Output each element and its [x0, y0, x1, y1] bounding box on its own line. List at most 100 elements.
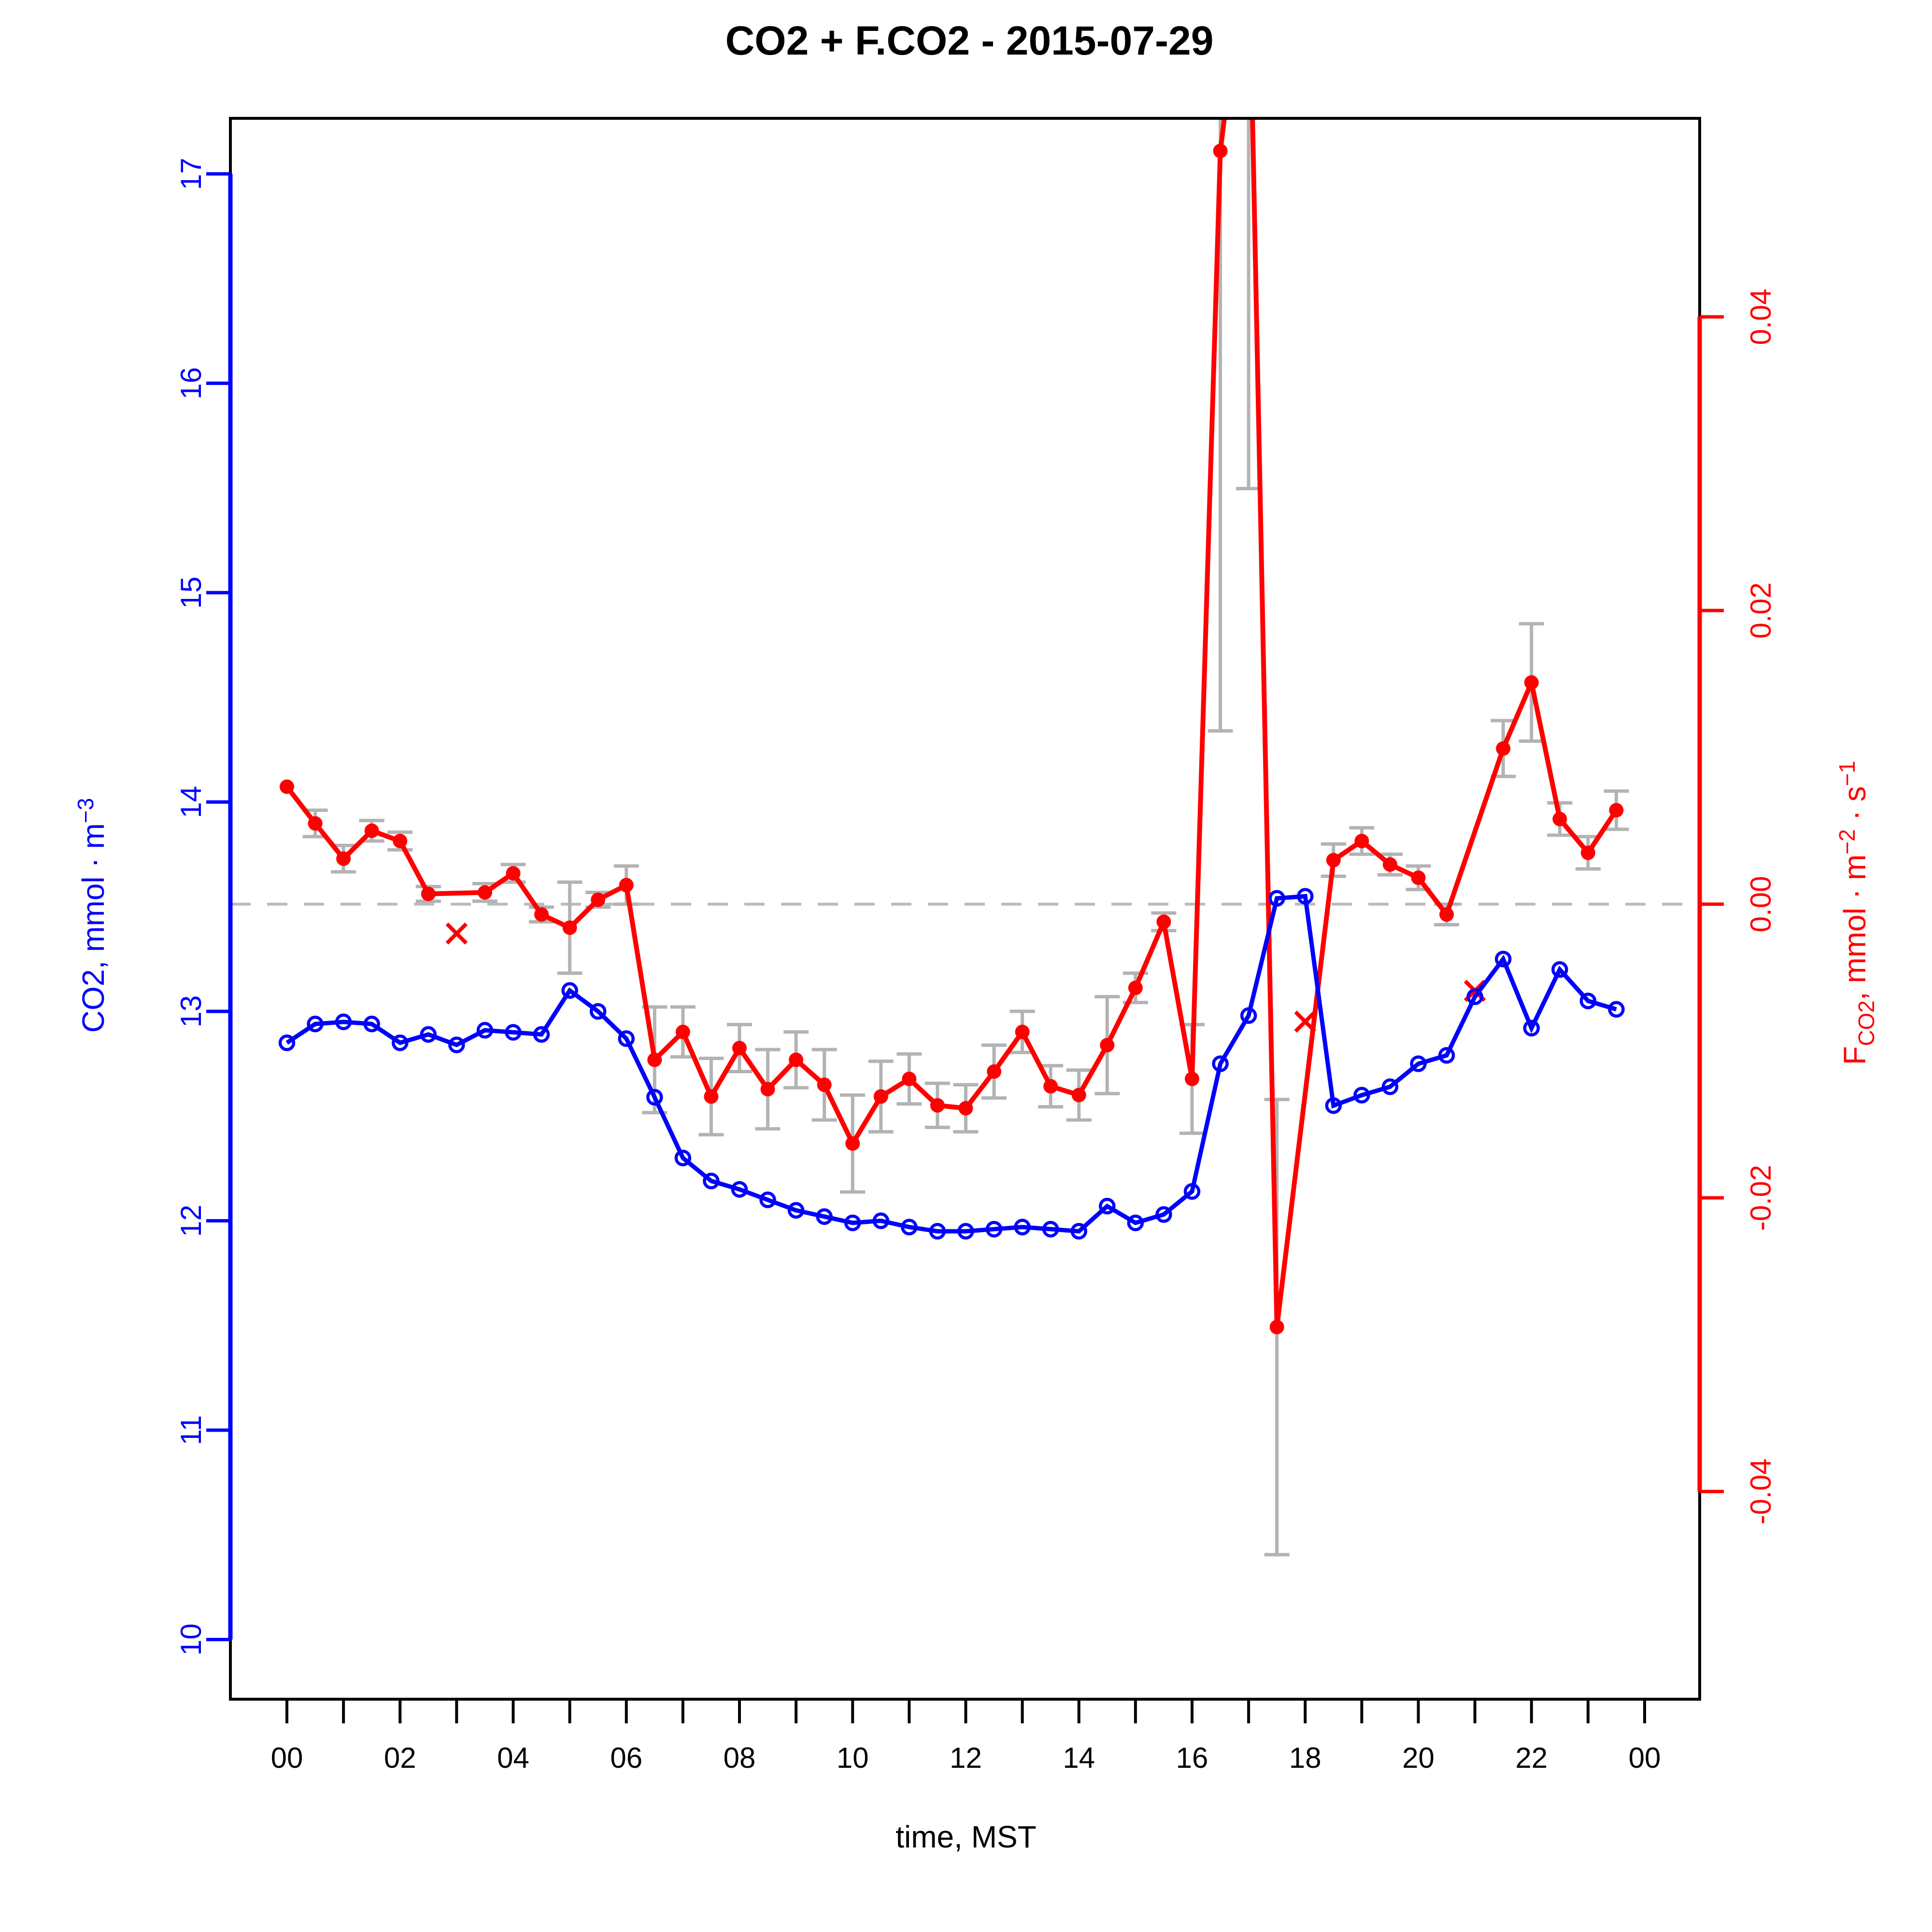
co2-point	[1551, 961, 1568, 978]
flux-point	[308, 816, 323, 831]
flux-point	[336, 851, 351, 866]
flux-point	[1100, 1037, 1115, 1052]
flux-point	[845, 1136, 860, 1151]
y-left-tick-label: 13	[175, 995, 207, 1028]
co2-point	[674, 1150, 692, 1166]
y-right-tick-label: -0.04	[1745, 1459, 1777, 1525]
x-tick-label: 16	[1176, 1742, 1208, 1774]
co2-point	[1155, 1206, 1172, 1223]
x-tick-label: 18	[1289, 1742, 1321, 1774]
flux-point	[1439, 907, 1454, 922]
co2-point	[335, 1013, 352, 1030]
flux-point	[1269, 1320, 1284, 1335]
co2-point	[1410, 1055, 1427, 1072]
flux-series-points	[280, 143, 1624, 1335]
co2-point	[1127, 1214, 1144, 1232]
co2-point	[1438, 1047, 1455, 1064]
y-right-axis-label: FCO2, mmol · m−2 · s−1	[1834, 761, 1879, 1065]
co2-point	[1466, 988, 1483, 1005]
co2-point	[759, 1191, 776, 1208]
co2-point	[561, 982, 578, 999]
flux-point	[732, 1040, 747, 1055]
x-tick-label: 06	[610, 1742, 642, 1774]
co2-point	[1014, 1219, 1031, 1236]
co2-point	[1579, 993, 1597, 1009]
x-tick-label: 12	[950, 1742, 982, 1774]
co2-series-line	[285, 894, 1617, 1234]
y-left-tick-label: 14	[175, 786, 207, 818]
co2-point	[1212, 1055, 1229, 1072]
flux-series-line	[285, 118, 1619, 1328]
co2-point	[392, 1034, 409, 1051]
co2-point	[1042, 1221, 1059, 1238]
co2-point	[844, 1214, 861, 1232]
co2-point	[1268, 890, 1285, 907]
co2-point	[307, 1015, 324, 1033]
flux-point	[704, 1089, 719, 1104]
co2-point	[901, 1219, 918, 1236]
y-left-tick-label: 15	[175, 577, 207, 609]
co2-point	[278, 1034, 296, 1051]
co2-point	[1183, 1183, 1201, 1200]
flux-point	[1552, 811, 1567, 826]
flux-point	[562, 920, 577, 935]
flux-point	[393, 834, 408, 849]
x-tick-label: 10	[837, 1742, 869, 1774]
flux-point	[506, 866, 521, 881]
co2-point	[731, 1181, 748, 1198]
y-right-tick-label: 0.02	[1745, 582, 1777, 639]
flux-point	[421, 886, 436, 901]
flux-point	[760, 1082, 775, 1097]
x-tick-label: 08	[724, 1742, 756, 1774]
co2-point	[787, 1202, 805, 1219]
flux-point	[958, 1101, 973, 1116]
flux-point	[1524, 675, 1539, 690]
co2-point	[703, 1172, 720, 1190]
flux-point	[789, 1052, 804, 1067]
x-tick-label: 20	[1402, 1742, 1435, 1774]
co2-point	[420, 1026, 437, 1043]
flux-point	[1015, 1024, 1030, 1039]
flux-point	[1609, 803, 1624, 818]
flux-point	[477, 885, 492, 900]
flux-point	[591, 892, 606, 907]
co2-point	[363, 1015, 380, 1033]
co2-point	[957, 1222, 974, 1240]
flux-point	[534, 907, 549, 922]
co2-point	[1297, 888, 1314, 905]
co2-point	[476, 1022, 494, 1039]
flux-point	[280, 779, 294, 794]
x-tick-label: 00	[1629, 1742, 1661, 1774]
bottom-axis: 00 02 04 06 08 10 12 14 16 18 20 22 00	[271, 1699, 1661, 1774]
co2-point	[1325, 1097, 1342, 1114]
co2-series-points	[278, 888, 1625, 1240]
co2-point	[872, 1212, 890, 1229]
chart-title: CO2 + F.CO2 - 2015-07-29	[725, 18, 1214, 63]
co2-point	[1381, 1078, 1399, 1095]
flux-point	[873, 1089, 888, 1104]
co2-point	[1070, 1222, 1087, 1240]
flux-point	[1156, 914, 1171, 929]
flux-point	[1185, 1071, 1199, 1086]
co2-point	[816, 1208, 833, 1225]
flux-point	[619, 878, 634, 893]
y-right-tick-label: 0.00	[1745, 876, 1777, 933]
co2-point	[505, 1024, 522, 1041]
co2-point	[1494, 951, 1512, 967]
x-axis-label: time, MST	[895, 1819, 1037, 1854]
x-tick-label: 00	[271, 1742, 303, 1774]
x-tick-label: 14	[1063, 1742, 1095, 1774]
right-axis: -0.04 -0.02 0.00 0.02 0.04	[1697, 289, 1777, 1525]
flux-point	[1580, 845, 1595, 860]
flux-point	[1128, 980, 1143, 995]
co2-point	[929, 1222, 946, 1240]
y-right-tick-label: 0.04	[1745, 289, 1777, 345]
flux-point	[1043, 1079, 1058, 1094]
flux-point	[902, 1071, 917, 1086]
flux-point	[987, 1064, 1002, 1079]
y-left-tick-label: 12	[175, 1205, 207, 1237]
flux-point	[1213, 143, 1228, 158]
flux-point	[675, 1024, 690, 1039]
co2-point	[1099, 1197, 1116, 1215]
